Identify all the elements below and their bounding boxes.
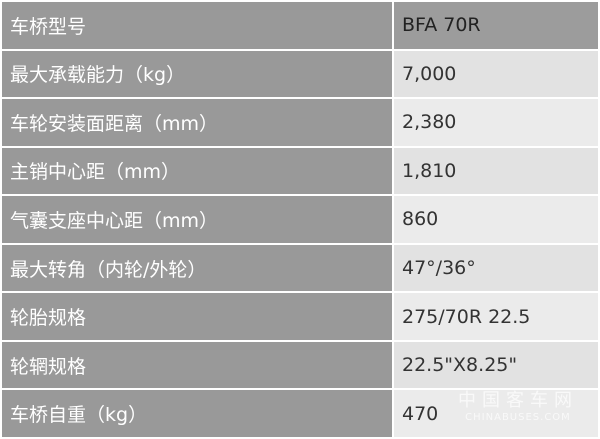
spec-value: 470 (392, 388, 600, 439)
spec-label: 气囊支座中心距（mm） (0, 194, 394, 245)
spec-label: 最大承载能力（kg） (0, 48, 394, 100)
table-row: 车轮安装面距离（mm） 2,380 (0, 97, 600, 148)
spec-label: 车桥型号 (0, 0, 394, 51)
table-row: 最大承载能力（kg） 7,000 (0, 48, 600, 100)
table-row: 轮胎规格 275/70R 22.5 (0, 291, 600, 342)
spec-value: 860 (392, 194, 600, 245)
spec-value: BFA 70R (392, 0, 600, 51)
spec-label: 主销中心距（mm） (0, 145, 394, 197)
spec-value: 22.5"X8.25" (392, 339, 600, 391)
table-row: 最大转角（内轮/外轮） 47°/36° (0, 242, 600, 294)
table-row: 车桥自重（kg） 470 (0, 388, 600, 439)
spec-value: 7,000 (392, 48, 600, 100)
spec-label: 轮辋规格 (0, 339, 394, 391)
spec-label: 最大转角（内轮/外轮） (0, 242, 394, 294)
table-row: 气囊支座中心距（mm） 860 (0, 194, 600, 245)
spec-label: 轮胎规格 (0, 291, 394, 342)
spec-label: 车桥自重（kg） (0, 388, 394, 439)
spec-value: 275/70R 22.5 (392, 291, 600, 342)
table-row: 车桥型号 BFA 70R (0, 0, 600, 51)
spec-label: 车轮安装面距离（mm） (0, 97, 394, 148)
spec-value: 47°/36° (392, 242, 600, 294)
spec-value: 1,810 (392, 145, 600, 197)
table-row: 轮辋规格 22.5"X8.25" (0, 339, 600, 391)
spec-value: 2,380 (392, 97, 600, 148)
table-row: 主销中心距（mm） 1,810 (0, 145, 600, 197)
